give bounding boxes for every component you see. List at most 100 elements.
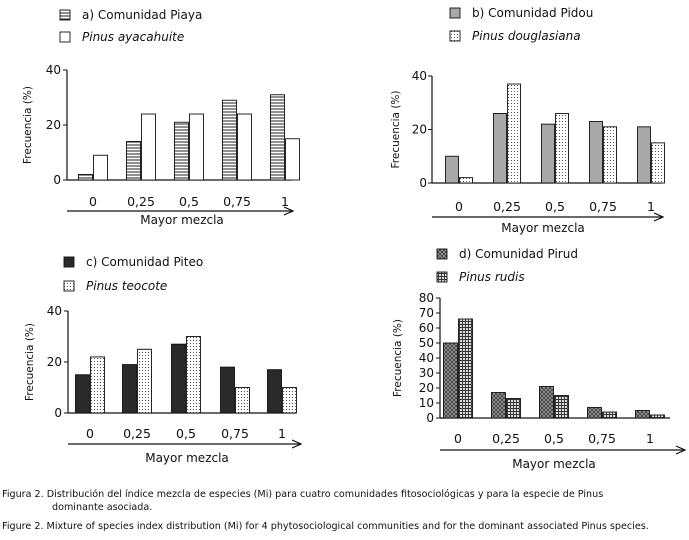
bar-pinus-4 [650, 414, 665, 419]
y-tick-label: 20 [412, 123, 427, 137]
x-category-label: 0,75 [221, 426, 249, 441]
y-axis-label: Frecuencia (%) [392, 319, 404, 397]
caption-es-line2: dominante asociada. [52, 502, 153, 513]
legend-swatch-pinus [449, 30, 461, 42]
x-category-label: 1 [278, 426, 286, 441]
bar-community-2 [174, 121, 189, 181]
y-tick-label: 50 [419, 336, 434, 350]
x-axis-label: Mayor mezcla [501, 221, 585, 235]
y-axis-label: Frecuencia (%) [390, 91, 402, 169]
x-category-label: 0,75 [589, 199, 617, 214]
bar-pinus-1 [507, 83, 521, 184]
x-category-label: 0,25 [123, 426, 151, 441]
y-tick-label: 20 [419, 381, 434, 395]
x-category-label: 0 [455, 199, 463, 214]
bar-pinus-3 [603, 126, 617, 184]
caption-es-line1: Figura 2. Distribución del índice mezcla… [2, 489, 604, 500]
y-tick-label: 40 [412, 69, 427, 83]
y-tick-label: 0 [53, 173, 61, 187]
figure-caption-en: Figure 2. Mixture of species index distr… [2, 520, 649, 533]
y-tick-label: 30 [419, 366, 434, 380]
y-tick-label: 60 [419, 321, 434, 335]
bar-community-1 [122, 364, 137, 414]
bar-community-3 [222, 99, 237, 181]
y-tick-label: 20 [47, 355, 62, 369]
bar-pinus-2 [189, 113, 204, 181]
legend-label-pinus: Pinus ayacahuite [82, 30, 184, 44]
bar-community-3 [220, 366, 235, 414]
bar-community-4 [267, 369, 282, 414]
y-tick-label: 40 [419, 351, 434, 365]
bar-community-3 [587, 407, 602, 419]
legend-label-pinus: Pinus teocote [86, 279, 167, 293]
bar-pinus-2 [554, 395, 569, 419]
legend-label-pinus: Pinus rudis [459, 270, 525, 284]
x-axis-label: Mayor mezcla [140, 213, 224, 227]
legend-swatch-community [436, 248, 448, 260]
bar-community-0 [75, 374, 90, 414]
bar-pinus-0 [459, 177, 473, 184]
legend-swatch-community [63, 256, 75, 268]
bar-community-1 [493, 112, 507, 184]
figure-caption-es: Figura 2. Distribución del índice mezcla… [2, 488, 603, 514]
y-tick-label: 0 [419, 176, 427, 190]
y-axis-label: Frecuencia (%) [24, 323, 36, 401]
bar-community-0 [445, 155, 459, 184]
legend-label-community: b) Comunidad Pidou [472, 6, 593, 20]
bar-pinus-0 [93, 154, 108, 181]
bar-pinus-4 [285, 138, 300, 181]
bar-community-0 [443, 342, 458, 419]
x-category-label: 0,75 [588, 431, 616, 446]
legend-swatch-pinus [436, 271, 448, 283]
legend-swatch-community [59, 9, 71, 21]
y-tick-label: 70 [419, 306, 434, 320]
legend-swatch-community [449, 7, 461, 19]
bar-pinus-3 [602, 411, 617, 419]
x-category-label: 0 [454, 431, 462, 446]
bar-community-4 [637, 126, 651, 184]
y-tick-label: 10 [419, 396, 434, 410]
legend-swatch-pinus [59, 31, 71, 43]
caption-en-line: Figure 2. Mixture of species index distr… [2, 521, 649, 532]
x-category-label: 0,75 [223, 194, 251, 209]
y-tick-label: 80 [419, 291, 434, 305]
bar-pinus-1 [141, 113, 156, 181]
y-tick-label: 20 [46, 118, 61, 132]
chart-panel-a: 0 20 40 Frecuencia (%) 0 0,25 0,5 0,75 1 Mayor me… [22, 8, 300, 227]
bar-pinus-2 [186, 336, 201, 414]
x-category-label: 0,5 [176, 426, 196, 441]
bar-pinus-4 [282, 387, 297, 414]
bar-community-4 [635, 410, 650, 419]
x-category-label: 0,5 [544, 431, 564, 446]
chart-panel-c: 0 20 40 Frecuencia (%) 0 0,25 0,5 0,75 1 Mayor me… [24, 255, 300, 465]
bar-community-2 [171, 343, 186, 414]
x-axis-label: Mayor mezcla [512, 457, 596, 471]
bar-community-2 [539, 386, 554, 419]
y-axis-label: Frecuencia (%) [22, 86, 34, 164]
y-tick-label: 0 [426, 411, 434, 425]
legend-label-community: d) Comunidad Pirud [459, 247, 578, 261]
x-category-label: 1 [647, 199, 655, 214]
x-category-label: 1 [281, 194, 289, 209]
y-tick-label: 40 [46, 63, 61, 77]
x-category-label: 0,5 [179, 194, 199, 209]
legend-label-pinus: Pinus douglasiana [472, 29, 581, 43]
bar-community-1 [491, 392, 506, 419]
bar-community-4 [270, 94, 285, 181]
bar-pinus-3 [237, 113, 252, 181]
bar-community-0 [78, 174, 93, 181]
x-axis-label: Mayor mezcla [145, 451, 229, 465]
bar-community-2 [541, 123, 555, 184]
x-category-label: 1 [646, 431, 654, 446]
x-category-label: 0,25 [127, 194, 155, 209]
x-category-label: 0,25 [493, 199, 521, 214]
bar-community-3 [589, 121, 603, 184]
legend-swatch-pinus [63, 280, 75, 292]
y-tick-label: 0 [54, 406, 62, 420]
bar-community-1 [126, 141, 141, 181]
x-category-label: 0,25 [492, 431, 520, 446]
bar-pinus-0 [90, 356, 105, 414]
bar-pinus-3 [235, 387, 250, 414]
